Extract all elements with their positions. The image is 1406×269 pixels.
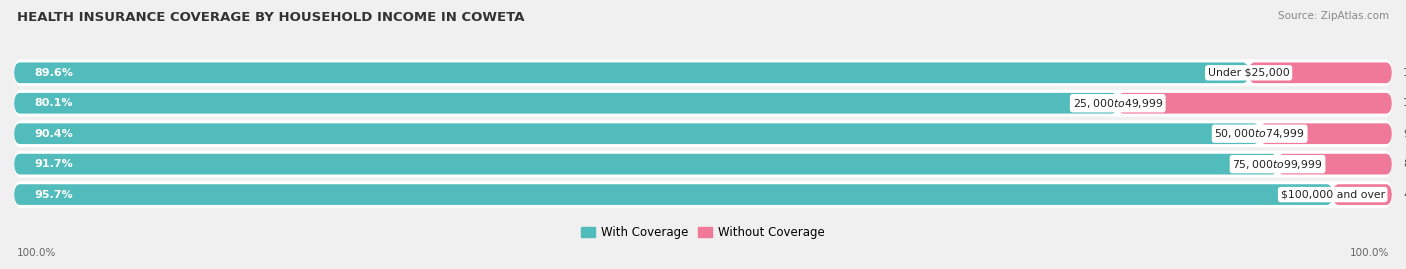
FancyBboxPatch shape <box>1249 62 1392 83</box>
Text: 4.3%: 4.3% <box>1403 190 1406 200</box>
Text: $75,000 to $99,999: $75,000 to $99,999 <box>1233 158 1323 171</box>
FancyBboxPatch shape <box>1118 93 1392 114</box>
FancyBboxPatch shape <box>14 184 1333 205</box>
Text: 100.0%: 100.0% <box>1350 248 1389 258</box>
Text: 100.0%: 100.0% <box>17 248 56 258</box>
Text: $25,000 to $49,999: $25,000 to $49,999 <box>1073 97 1163 110</box>
FancyBboxPatch shape <box>14 59 1392 86</box>
FancyBboxPatch shape <box>14 151 1392 178</box>
FancyBboxPatch shape <box>14 90 1392 117</box>
Legend: With Coverage, Without Coverage: With Coverage, Without Coverage <box>581 226 825 239</box>
FancyBboxPatch shape <box>1260 123 1392 144</box>
FancyBboxPatch shape <box>1278 154 1392 175</box>
FancyBboxPatch shape <box>1333 184 1392 205</box>
Text: Under $25,000: Under $25,000 <box>1208 68 1289 78</box>
Text: 90.4%: 90.4% <box>35 129 73 139</box>
FancyBboxPatch shape <box>14 62 1249 83</box>
Text: 95.7%: 95.7% <box>35 190 73 200</box>
FancyBboxPatch shape <box>14 123 1260 144</box>
FancyBboxPatch shape <box>14 154 1278 175</box>
FancyBboxPatch shape <box>14 181 1392 208</box>
Text: 10.4%: 10.4% <box>1403 68 1406 78</box>
Text: $50,000 to $74,999: $50,000 to $74,999 <box>1215 127 1305 140</box>
Text: 19.9%: 19.9% <box>1403 98 1406 108</box>
Text: $100,000 and over: $100,000 and over <box>1281 190 1385 200</box>
Text: 8.3%: 8.3% <box>1403 159 1406 169</box>
Text: 89.6%: 89.6% <box>35 68 73 78</box>
Text: HEALTH INSURANCE COVERAGE BY HOUSEHOLD INCOME IN COWETA: HEALTH INSURANCE COVERAGE BY HOUSEHOLD I… <box>17 11 524 24</box>
FancyBboxPatch shape <box>14 93 1118 114</box>
FancyBboxPatch shape <box>14 120 1392 147</box>
Text: 80.1%: 80.1% <box>35 98 73 108</box>
Text: 9.6%: 9.6% <box>1403 129 1406 139</box>
Text: 91.7%: 91.7% <box>35 159 73 169</box>
Text: Source: ZipAtlas.com: Source: ZipAtlas.com <box>1278 11 1389 21</box>
